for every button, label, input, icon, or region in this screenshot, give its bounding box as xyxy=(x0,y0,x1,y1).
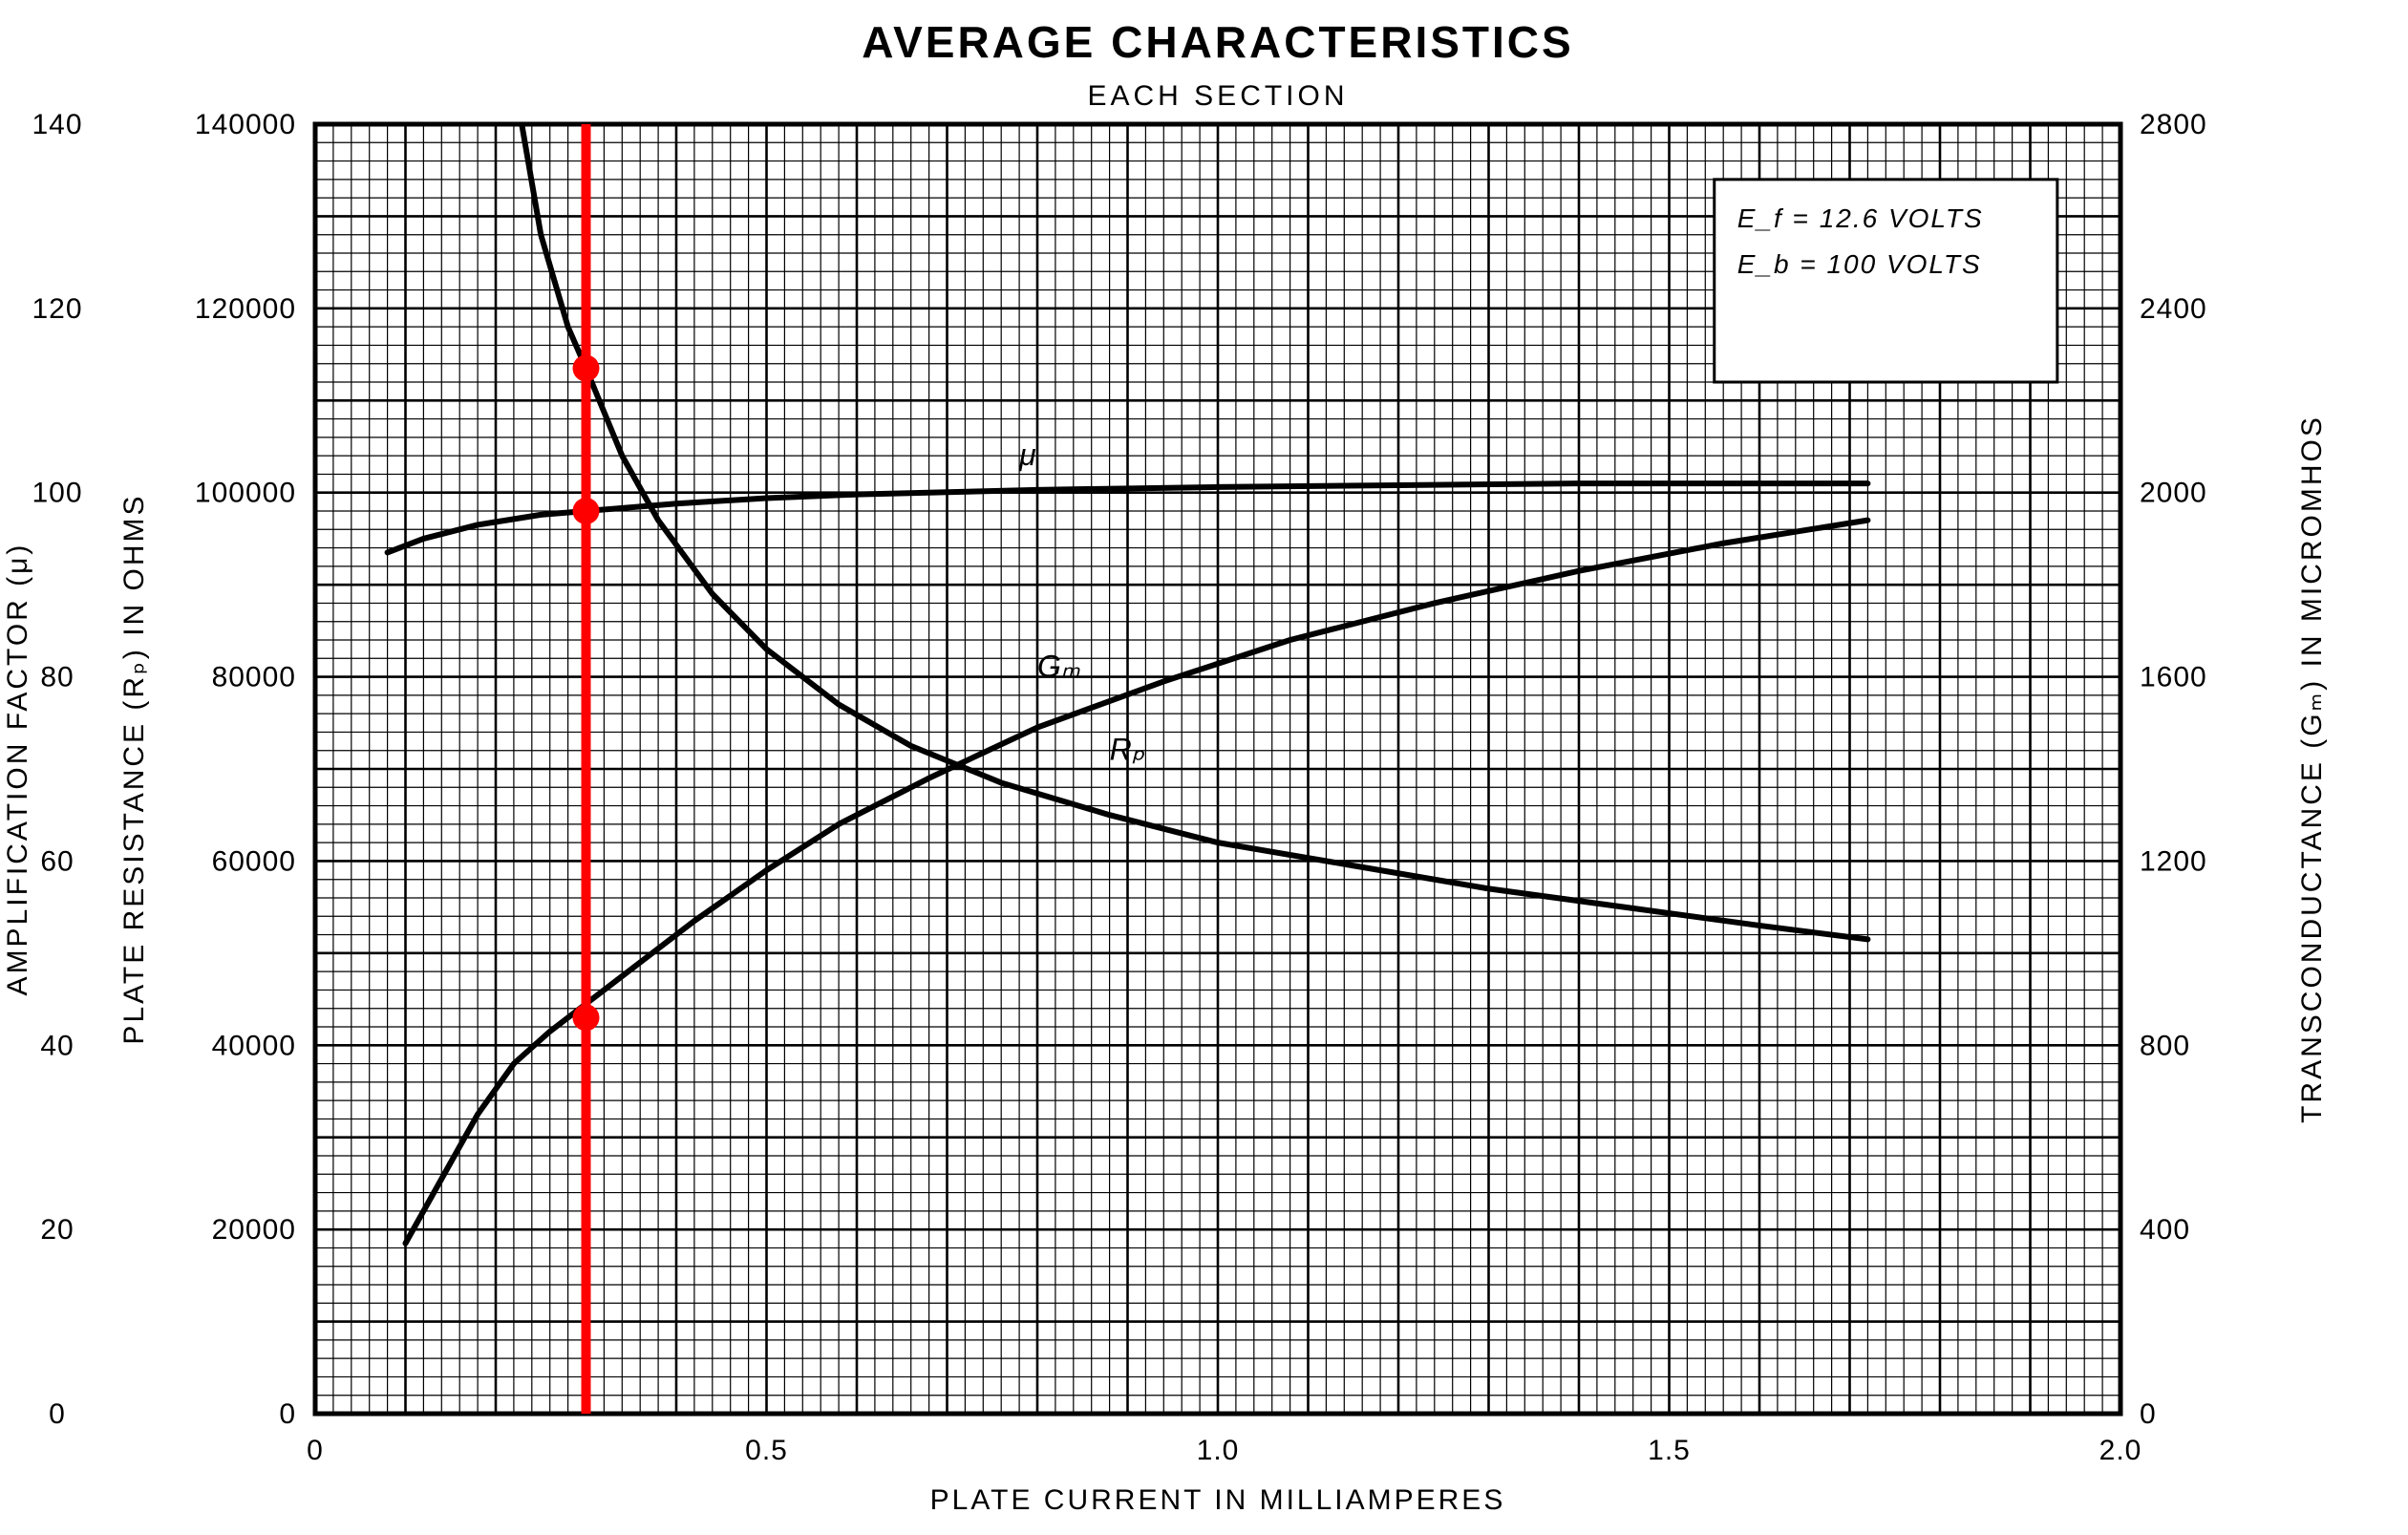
marker-dot-mu xyxy=(573,498,600,524)
rp-tick-label: 20000 xyxy=(212,1214,296,1246)
mu-tick-label: 140 xyxy=(32,109,82,140)
gm-tick-label: 400 xyxy=(2140,1214,2190,1246)
chart-subtitle: EACH SECTION xyxy=(1087,80,1348,112)
rp-tick-label: 60000 xyxy=(212,845,296,877)
mu-tick-label: 80 xyxy=(40,662,74,693)
gm-tick-label: 2000 xyxy=(2140,478,2207,509)
mu-tick-label: 120 xyxy=(32,293,82,325)
curve-label-rp: Rₚ xyxy=(1110,732,1145,766)
x-axis-label: PLATE CURRENT IN MILLIAMPERES xyxy=(930,1484,1506,1516)
x-tick-label: 0.5 xyxy=(745,1435,788,1466)
mu-tick-label: 100 xyxy=(32,478,82,509)
mu-tick-label: 60 xyxy=(40,845,74,877)
mu-tick-label: 40 xyxy=(40,1030,74,1061)
x-tick-label: 0 xyxy=(307,1435,324,1466)
rp-tick-label: 140000 xyxy=(195,109,296,140)
rp-tick-label: 80000 xyxy=(212,662,296,693)
mu-tick-label: 20 xyxy=(40,1214,74,1246)
gm-tick-label: 1200 xyxy=(2140,845,2207,877)
marker-dot-rp xyxy=(573,355,600,382)
marker-dot-gm xyxy=(573,1004,600,1031)
curve-label-mu: μ xyxy=(1018,437,1036,472)
gm-tick-label: 800 xyxy=(2140,1030,2190,1061)
gm-axis-label: TRANSCONDUCTANCE (Gₘ) IN MICROMHOS xyxy=(2296,415,2328,1123)
x-tick-label: 1.5 xyxy=(1648,1435,1691,1466)
rp-tick-label: 0 xyxy=(279,1398,296,1430)
legend-line-1: E_b = 100 VOLTS xyxy=(1737,249,1982,279)
mu-tick-label: 0 xyxy=(49,1398,66,1430)
x-tick-label: 2.0 xyxy=(2099,1435,2142,1466)
curve-label-gm: Gₘ xyxy=(1037,650,1080,684)
gm-tick-label: 0 xyxy=(2140,1398,2157,1430)
rp-tick-label: 120000 xyxy=(195,293,296,325)
gm-tick-label: 2800 xyxy=(2140,109,2207,140)
mu-axis-label: AMPLIFICATION FACTOR (μ) xyxy=(2,543,33,996)
chart-title: AVERAGE CHARACTERISTICS xyxy=(862,17,1573,67)
rp-axis-label: PLATE RESISTANCE (Rₚ) IN OHMS xyxy=(118,493,150,1044)
gm-tick-label: 1600 xyxy=(2140,662,2207,693)
gm-tick-label: 2400 xyxy=(2140,293,2207,325)
x-tick-label: 1.0 xyxy=(1197,1435,1240,1466)
legend-line-0: E_f = 12.6 VOLTS xyxy=(1737,203,1984,233)
rp-tick-label: 100000 xyxy=(195,478,296,509)
rp-tick-label: 40000 xyxy=(212,1030,296,1061)
